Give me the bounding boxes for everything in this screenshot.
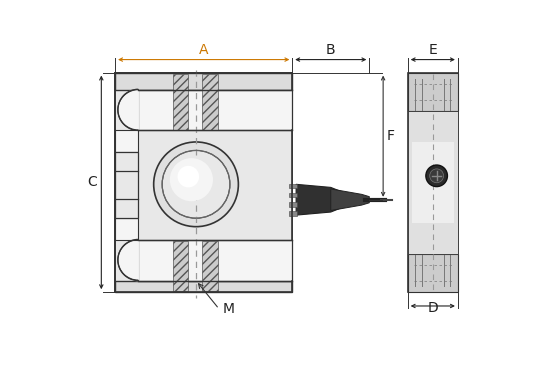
Circle shape [426,165,447,187]
Polygon shape [115,280,292,292]
Polygon shape [289,211,297,216]
Polygon shape [173,240,188,291]
Circle shape [162,150,230,218]
Text: C: C [87,175,97,189]
Polygon shape [115,152,138,218]
Polygon shape [408,254,458,292]
Polygon shape [118,240,138,280]
Polygon shape [138,90,292,130]
Text: E: E [428,43,437,57]
Polygon shape [118,90,138,130]
Polygon shape [412,142,454,223]
Polygon shape [289,184,297,188]
Polygon shape [173,74,188,130]
Polygon shape [289,202,297,207]
Circle shape [177,166,199,187]
Text: M: M [222,302,234,316]
Polygon shape [138,240,292,280]
Circle shape [430,169,444,183]
Text: A: A [199,43,208,57]
Polygon shape [408,73,458,111]
Polygon shape [408,73,458,292]
Polygon shape [115,73,292,90]
Polygon shape [202,74,217,130]
Polygon shape [202,240,217,291]
Polygon shape [115,73,292,292]
Text: F: F [387,129,395,143]
Circle shape [154,142,239,227]
Polygon shape [115,130,292,240]
Circle shape [170,158,213,201]
Text: D: D [427,301,438,315]
Polygon shape [115,130,138,152]
Polygon shape [296,184,342,215]
Polygon shape [115,218,138,240]
Polygon shape [331,189,370,210]
Polygon shape [408,111,458,254]
Text: B: B [326,43,335,57]
Polygon shape [289,193,297,197]
